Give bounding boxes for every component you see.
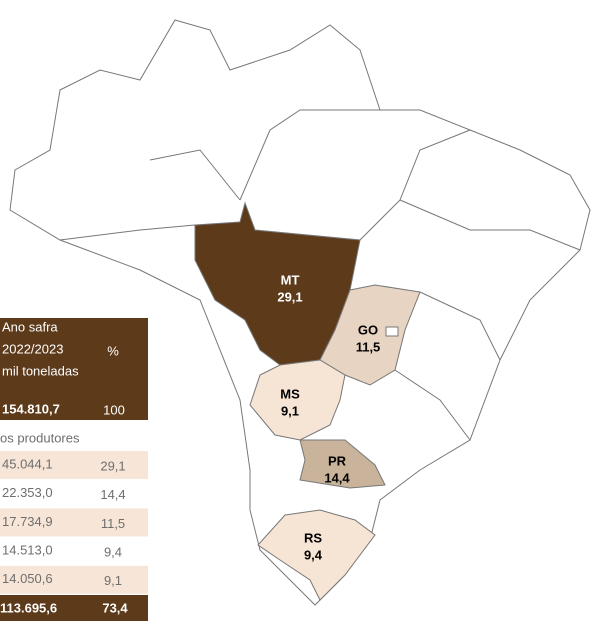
total-value: 154.810,7 [2, 401, 60, 416]
row-pct: 29,1 [100, 458, 125, 473]
row-bg [0, 565, 148, 594]
table-rows: 45.044,1 29,1 22.353,0 14,4 17.734,9 11,5 14.5… [0, 451, 148, 594]
row-pct: 9,4 [104, 545, 122, 560]
row-value: 45.044,1 [2, 456, 53, 471]
header-text: Ano safra [2, 319, 58, 334]
production-table: Ano safra 2022/2023 % mil toneladas 154.… [0, 318, 148, 621]
state-code: MS [280, 386, 300, 401]
row-pct: 11,5 [101, 516, 125, 531]
footer-pct: 73,4 [102, 600, 128, 615]
header-text: mil toneladas [2, 363, 79, 378]
footer-value: 113.695,6 [0, 600, 57, 615]
state-border [419, 291, 501, 361]
state-border [59, 224, 196, 241]
row-bg [0, 451, 148, 479]
state-share: 11,5 [356, 339, 381, 354]
section-label: os produtores [0, 430, 80, 445]
state-rs [257, 509, 376, 601]
brazil-map [9, 19, 591, 606]
state-share: 14,4 [324, 470, 350, 485]
df [385, 326, 399, 337]
state-border [149, 149, 241, 201]
total-pct: 100 [103, 402, 125, 417]
state-share: 29,1 [277, 289, 302, 304]
row-value: 14.513,0 [2, 543, 53, 558]
state-border [359, 129, 471, 241]
row-value: 17.734,9 [2, 514, 53, 529]
state-border [399, 199, 581, 251]
state-border [394, 369, 471, 441]
state-code: RS [304, 530, 322, 545]
header-text: % [107, 343, 119, 358]
header-text: 2022/2023 [2, 341, 63, 356]
state-code: GO [358, 322, 378, 337]
footer-bg [0, 595, 148, 621]
state-share: 9,4 [304, 547, 323, 562]
row-bg [0, 508, 148, 537]
state-go [319, 284, 421, 386]
state-ms [249, 359, 346, 441]
state-pr [299, 439, 386, 489]
state-code: PR [328, 453, 347, 468]
state-labels: MT 29,1 GO 11,5 MS 9,1 PR 14,4 RS 9,4 [277, 272, 380, 562]
state-share: 9,1 [281, 403, 299, 418]
header-bg [0, 318, 148, 420]
row-pct: 14,4 [100, 487, 125, 502]
row-value: 14.050,6 [2, 571, 53, 586]
row-pct: 9,1 [104, 573, 122, 588]
row-value: 22.353,0 [2, 485, 53, 500]
state-code: MT [281, 272, 300, 287]
state-border [239, 109, 380, 201]
